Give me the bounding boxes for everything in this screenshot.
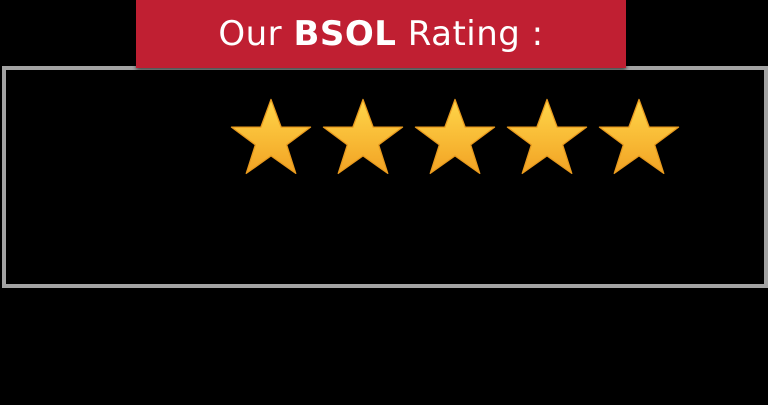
page-title: Our BSOL Rating : <box>218 14 543 54</box>
star-rating <box>228 96 688 182</box>
title-brand: BSOL <box>293 14 397 54</box>
title-suffix: Rating : <box>396 14 544 54</box>
star-icon <box>598 98 680 175</box>
title-banner: Our BSOL Rating : <box>136 0 626 68</box>
title-prefix: Our <box>218 14 294 54</box>
star-icon <box>322 98 404 175</box>
star-icon <box>414 98 496 175</box>
star-icon <box>506 98 588 175</box>
star-icon <box>230 98 312 175</box>
